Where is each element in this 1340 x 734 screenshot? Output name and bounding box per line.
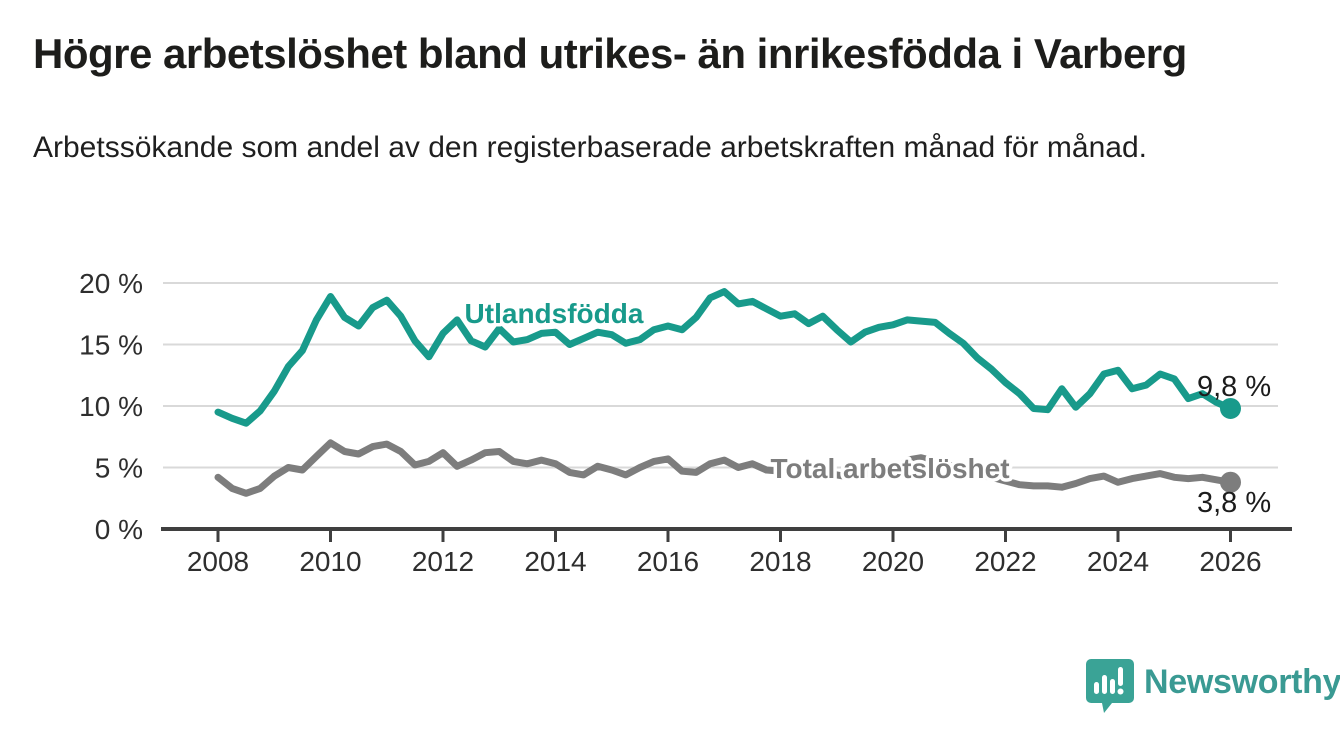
x-tick-label: 2026 xyxy=(1199,546,1261,577)
y-tick-label: 0 % xyxy=(95,514,143,545)
series-line-total-arbetsl-shet xyxy=(214,439,1234,497)
y-tick-label: 15 % xyxy=(79,330,143,361)
x-tick-label: 2020 xyxy=(862,546,924,577)
logo-bar-3 xyxy=(1110,679,1115,694)
y-tick-label: 5 % xyxy=(95,453,143,484)
newsworthy-logo-icon xyxy=(1086,659,1134,713)
page-title: Högre arbetslöshet bland utrikes- än inr… xyxy=(33,30,1187,77)
y-tick-label: 10 % xyxy=(79,391,143,422)
brand-name: Newsworthy xyxy=(1144,663,1340,701)
series-end-dot-utlandsf-dda xyxy=(1220,397,1241,419)
unemployment-line-chart: 0 % 5 % 10 % 15 % 20 % 2008 2010 2012 2014 2016 20… xyxy=(79,268,1292,577)
y-tick-label: 20 % xyxy=(79,268,143,299)
logo-exclamation-bar xyxy=(1118,667,1123,686)
x-tick-label: 2008 xyxy=(187,546,249,577)
x-tick-label: 2022 xyxy=(974,546,1036,577)
series-end-dot-total-arbetsl-shet xyxy=(1220,471,1241,493)
x-tick-label: 2024 xyxy=(1087,546,1149,577)
series-line-utlandsf-dda xyxy=(214,288,1220,427)
x-tick-label: 2012 xyxy=(412,546,474,577)
logo-exclamation-dot xyxy=(1117,688,1124,695)
page-subtitle: Arbetssökande som andel av den registerb… xyxy=(33,131,1147,164)
x-tick-label: 2014 xyxy=(524,546,586,577)
end-value-label-total-arbetsl-shet: 3,8 % xyxy=(1197,487,1271,519)
x-tick-label: 2018 xyxy=(749,546,811,577)
x-tick-label: 2010 xyxy=(299,546,361,577)
brand-footer: Newsworthy xyxy=(1085,658,1340,714)
x-tick-label: 2016 xyxy=(637,546,699,577)
series-label-total-arbetsl-shet: Total arbetslöshet xyxy=(770,453,1009,484)
logo-bar-1 xyxy=(1094,682,1099,694)
logo-bar-2 xyxy=(1102,675,1107,694)
end-value-label-utlandsf-dda: 9,8 % xyxy=(1197,371,1271,403)
series-label-utlandsf-dda: Utlandsfödda xyxy=(465,298,644,329)
